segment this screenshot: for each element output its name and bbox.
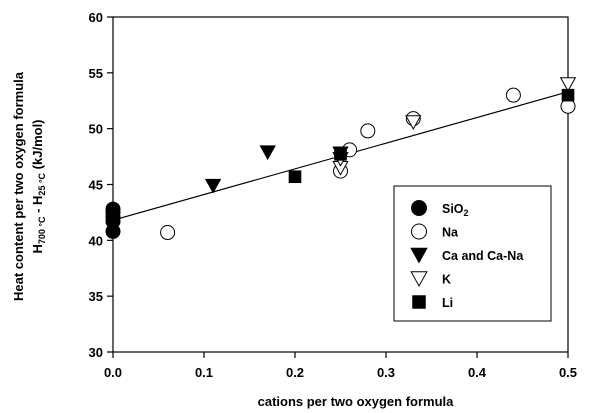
y-tick-label: 35 <box>89 289 103 304</box>
legend-label-na: Na <box>442 226 459 240</box>
y-axis-ticks: 30 35 40 45 50 55 60 <box>89 10 113 360</box>
data-point-li <box>561 88 575 102</box>
data-point-k <box>405 115 422 130</box>
y-axis-title: Heat content per two oxygen formula H700… <box>11 71 47 301</box>
data-point-na <box>505 87 521 103</box>
legend-marker-k <box>410 271 428 288</box>
data-point-ca-and-ca-na <box>204 178 222 194</box>
y-tick-label: 60 <box>89 10 103 25</box>
legend: SiO2 Na Ca and Ca-Na K Li <box>393 185 552 322</box>
legend-label-sio: SiO2 <box>442 202 469 218</box>
y-tick-label: 45 <box>89 178 103 193</box>
data-point-na <box>160 225 176 241</box>
data-point-k <box>559 77 577 93</box>
x-tick-label: 0.1 <box>195 365 213 380</box>
y-tick-label: 55 <box>89 66 103 81</box>
legend-marker-ca-and-ca-na <box>410 247 428 264</box>
y-tick-label: 30 <box>89 345 103 360</box>
x-tick-label: 0.5 <box>559 365 577 380</box>
y-axis-title-line1: Heat content per two oxygen formula <box>11 71 26 301</box>
y-title-h2: H <box>30 196 45 205</box>
data-point-li <box>334 148 347 161</box>
x-axis-title: cations per two oxygen formula <box>258 394 455 409</box>
legend-marker-sio <box>411 200 427 216</box>
legend-marker-li <box>412 295 426 309</box>
legend-label-li: Li <box>442 296 453 310</box>
x-tick-label: 0.0 <box>104 365 122 380</box>
y-title-unit: (kJ/mol) <box>30 119 45 172</box>
y-tick-label: 50 <box>89 122 103 137</box>
x-tick-label: 0.4 <box>468 365 487 380</box>
y-title-h2-sub: 25 °C <box>37 172 47 195</box>
y-axis-title-line2: H700 °C - H25 °C (kJ/mol) <box>30 119 47 253</box>
data-point-li <box>288 170 302 183</box>
x-axis-ticks: 0.0 0.1 0.2 0.3 0.4 0.5 <box>104 352 577 380</box>
data-point-na <box>360 123 376 139</box>
y-title-h1: H <box>30 244 45 253</box>
data-point-ca-and-ca-na <box>259 145 276 161</box>
legend-label-subscript: 2 <box>464 208 469 218</box>
x-tick-label: 0.2 <box>286 365 304 380</box>
legend-label-ca-and-ca-na: Ca and Ca-Na <box>442 249 524 263</box>
x-tick-label: 0.3 <box>377 365 395 380</box>
data-point-sio <box>105 201 121 217</box>
y-title-sep: - <box>30 205 45 217</box>
data-markers <box>105 77 577 241</box>
legend-label-k: K <box>442 273 451 287</box>
legend-marker-na <box>411 223 427 240</box>
y-title-h1-sub: 700 °C <box>37 216 47 244</box>
y-tick-label: 40 <box>89 233 103 248</box>
